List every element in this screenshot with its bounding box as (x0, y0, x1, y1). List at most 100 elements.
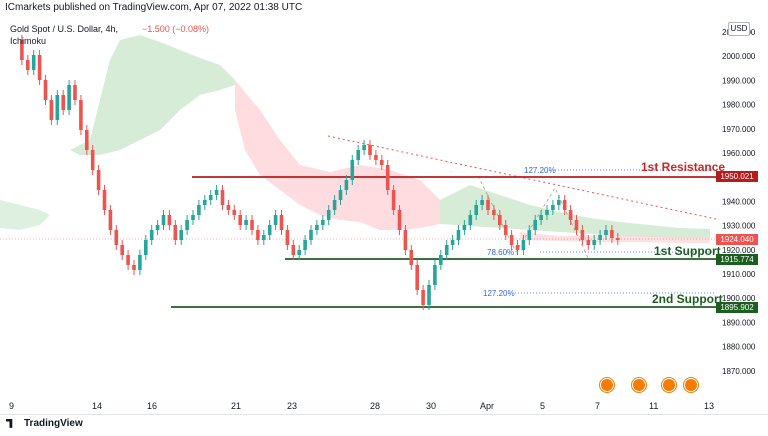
candle-body (562, 200, 567, 210)
symbol-legend[interactable]: Gold Spot / U.S. Dollar, 4h, (10, 24, 119, 34)
price-tick: 1880.000 (722, 343, 756, 352)
candle-body (31, 55, 36, 70)
flag-icon[interactable] (632, 378, 646, 392)
candle-body (279, 215, 284, 230)
candle-body (238, 215, 242, 225)
candle-body (309, 230, 313, 240)
candle-body (144, 240, 148, 255)
candle-body (173, 225, 178, 240)
candle-body (474, 205, 478, 215)
support1-price-tag: 1915.774 (716, 254, 758, 265)
candle-body (492, 210, 496, 215)
price-tick: 1920.000 (722, 246, 756, 255)
candle-body (244, 220, 248, 225)
fib-support1-label: 78.60% (487, 248, 515, 257)
candle-body (85, 130, 89, 150)
candle-body (138, 255, 142, 270)
date-tick: 13 (704, 401, 715, 411)
date-tick: 5 (540, 401, 546, 411)
flag-icon[interactable] (684, 378, 698, 392)
candle-body (486, 200, 490, 210)
candle-body (321, 220, 325, 225)
candle-body (580, 230, 585, 240)
candle-body (102, 190, 107, 210)
candle-body (285, 230, 290, 245)
candle-body (551, 205, 555, 210)
candle-body (527, 230, 532, 240)
candle-body (509, 235, 514, 245)
tradingview-icon (6, 418, 13, 428)
candle-body (415, 265, 419, 290)
ichimoku-cloud-green-right (440, 185, 710, 238)
candle-body (356, 150, 360, 160)
price-tick: 1900.000 (722, 294, 756, 303)
candle-body (149, 230, 154, 240)
candlestick-series (20, 35, 620, 310)
candle-body (108, 210, 113, 230)
candle-body (462, 225, 467, 230)
candle-body (179, 230, 183, 240)
candle-body (256, 230, 260, 240)
price-tick: 1980.000 (722, 101, 756, 110)
chart-plot[interactable]: 2010.0002000.0001990.0001980.0001970.000… (0, 15, 768, 395)
flag-icon[interactable] (600, 378, 614, 392)
candle-body (332, 200, 337, 210)
candle-body (539, 215, 543, 220)
price-change: −1.500 (−0.08%) (142, 24, 210, 34)
candle-body (368, 145, 372, 155)
candle-body (132, 265, 136, 270)
price-axis: 2010.0002000.0001990.0001980.0001970.000… (722, 28, 756, 376)
ichimoku-cloud-green-left (0, 200, 50, 230)
ichimoku-cloud-green (70, 35, 235, 155)
candle-body (598, 235, 602, 240)
currency-button[interactable]: USD (728, 22, 750, 36)
candle-body (439, 255, 443, 265)
candle-body (161, 215, 166, 225)
candle-body (545, 210, 549, 215)
candle-body (403, 230, 408, 250)
candle-body (73, 85, 77, 100)
date-tick: 28 (370, 401, 381, 411)
publish-header: ICmarkets published on TradingView.com, … (0, 0, 768, 15)
candle-body (250, 220, 254, 230)
candle-body (20, 40, 24, 60)
date-tick: 30 (426, 401, 437, 411)
price-tick: 2000.000 (722, 52, 756, 61)
candle-body (297, 250, 301, 255)
resistance-label: 1st Resistance (641, 160, 726, 174)
candle-body (574, 220, 579, 230)
candle-body (498, 215, 502, 225)
candle-body (273, 215, 278, 225)
candle-body (391, 190, 396, 210)
candle-body (456, 230, 461, 240)
price-tick: 1930.000 (722, 222, 756, 231)
candle-body (120, 245, 124, 255)
price-tick: 1960.000 (722, 149, 756, 158)
candle-body (220, 190, 225, 205)
candle-body (232, 210, 237, 215)
date-tick: 9 (9, 401, 15, 411)
indicator-legend[interactable]: Ichimoku (10, 36, 47, 46)
candle-body (114, 230, 119, 245)
footer (0, 414, 768, 436)
candle-body (450, 240, 455, 245)
candle-body (515, 245, 520, 250)
tradingview-logo[interactable]: TradingView (6, 418, 83, 429)
ichimoku-cloud-red-right (520, 232, 710, 243)
candle-body (79, 100, 83, 130)
candle-body (167, 215, 172, 225)
candle-body (49, 100, 54, 120)
price-tick: 1890.000 (722, 318, 756, 327)
support2-price-tag: 1895.902 (716, 302, 758, 313)
candle-body (557, 200, 561, 205)
date-tick: 21 (231, 401, 242, 411)
candle-body (262, 235, 266, 240)
flag-icon[interactable] (662, 378, 676, 392)
price-tick: 1940.000 (722, 197, 756, 206)
candle-body (616, 238, 620, 240)
descending-trendline (327, 135, 717, 220)
candle-body (380, 160, 384, 165)
candle-body (568, 210, 573, 220)
price-tick: 1970.000 (722, 125, 756, 134)
candle-body (586, 240, 591, 245)
